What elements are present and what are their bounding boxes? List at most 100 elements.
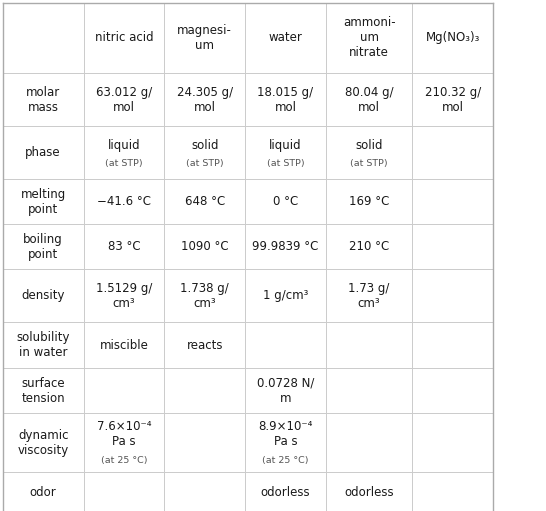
Text: 648 °C: 648 °C (185, 195, 225, 208)
Bar (326, 413, 412, 472)
Bar (84, 322, 164, 368)
Text: (at 25 °C): (at 25 °C) (262, 456, 309, 465)
Text: solid: solid (191, 139, 218, 152)
Text: 210.32 g/
mol: 210.32 g/ mol (424, 86, 481, 114)
Bar (3, 126, 84, 179)
Text: magnesi-
um: magnesi- um (177, 24, 232, 52)
Bar (164, 126, 245, 179)
Text: Mg(NO₃)₃: Mg(NO₃)₃ (425, 32, 480, 44)
Text: 8.9×10⁻⁴
Pa s: 8.9×10⁻⁴ Pa s (258, 420, 313, 448)
Text: 63.012 g/
mol: 63.012 g/ mol (96, 86, 152, 114)
Text: 18.015 g/
mol: 18.015 g/ mol (258, 86, 313, 114)
Text: 0.0728 N/
m: 0.0728 N/ m (257, 377, 314, 405)
Text: 80.04 g/
mol: 80.04 g/ mol (345, 86, 394, 114)
Text: 1.73 g/
cm³: 1.73 g/ cm³ (348, 282, 390, 310)
Bar (412, 73, 493, 126)
Bar (326, 269, 412, 322)
Bar (412, 472, 493, 511)
Text: solid: solid (355, 139, 383, 152)
Bar (326, 224, 412, 269)
Bar (412, 413, 493, 472)
Text: surface
tension: surface tension (21, 377, 65, 405)
Bar (326, 73, 412, 126)
Text: 210 °C: 210 °C (349, 241, 389, 253)
Text: melting
point: melting point (21, 188, 66, 216)
Bar (3, 368, 84, 413)
Bar (326, 368, 412, 413)
Text: liquid: liquid (108, 139, 140, 152)
Bar (412, 126, 493, 179)
Text: density: density (21, 289, 65, 303)
Bar (164, 472, 245, 511)
Text: solubility
in water: solubility in water (16, 331, 70, 359)
Bar (3, 269, 84, 322)
Text: 83 °C: 83 °C (108, 241, 140, 253)
Bar (245, 368, 326, 413)
Bar (245, 73, 326, 126)
Text: 1 g/cm³: 1 g/cm³ (263, 289, 308, 303)
Bar (164, 3, 245, 73)
Bar (164, 73, 245, 126)
Bar (412, 179, 493, 224)
Text: liquid: liquid (269, 139, 302, 152)
Text: (at STP): (at STP) (351, 158, 388, 168)
Bar (84, 179, 164, 224)
Text: −41.6 °C: −41.6 °C (97, 195, 151, 208)
Text: 99.9839 °C: 99.9839 °C (252, 241, 319, 253)
Bar (245, 413, 326, 472)
Bar (326, 126, 412, 179)
Text: 1.5129 g/
cm³: 1.5129 g/ cm³ (96, 282, 152, 310)
Bar (3, 322, 84, 368)
Bar (84, 413, 164, 472)
Bar (164, 322, 245, 368)
Bar (245, 3, 326, 73)
Text: odorless: odorless (345, 486, 394, 499)
Bar (164, 224, 245, 269)
Bar (326, 179, 412, 224)
Bar (245, 179, 326, 224)
Bar (84, 3, 164, 73)
Bar (84, 73, 164, 126)
Bar (3, 73, 84, 126)
Bar (245, 322, 326, 368)
Bar (84, 269, 164, 322)
Text: ammoni-
um
nitrate: ammoni- um nitrate (343, 16, 395, 59)
Text: miscible: miscible (99, 338, 149, 352)
Bar (3, 3, 84, 73)
Bar (326, 322, 412, 368)
Text: nitric acid: nitric acid (94, 32, 153, 44)
Text: 169 °C: 169 °C (349, 195, 389, 208)
Text: (at STP): (at STP) (105, 158, 143, 168)
Text: odor: odor (30, 486, 56, 499)
Text: 24.305 g/
mol: 24.305 g/ mol (177, 86, 233, 114)
Text: odorless: odorless (261, 486, 310, 499)
Bar (3, 472, 84, 511)
Bar (245, 126, 326, 179)
Text: (at STP): (at STP) (267, 158, 304, 168)
Bar (412, 368, 493, 413)
Bar (412, 3, 493, 73)
Text: 1.738 g/
cm³: 1.738 g/ cm³ (180, 282, 229, 310)
Bar (412, 269, 493, 322)
Text: (at 25 °C): (at 25 °C) (100, 456, 147, 465)
Text: phase: phase (25, 146, 61, 159)
Bar (84, 472, 164, 511)
Bar (84, 368, 164, 413)
Bar (3, 224, 84, 269)
Bar (3, 179, 84, 224)
Text: 1090 °C: 1090 °C (181, 241, 229, 253)
Bar (164, 413, 245, 472)
Bar (412, 224, 493, 269)
Bar (164, 269, 245, 322)
Bar (245, 472, 326, 511)
Bar (3, 413, 84, 472)
Bar (84, 126, 164, 179)
Text: (at STP): (at STP) (186, 158, 223, 168)
Bar (326, 472, 412, 511)
Text: boiling
point: boiling point (23, 233, 63, 261)
Text: molar
mass: molar mass (26, 86, 60, 114)
Bar (326, 3, 412, 73)
Bar (245, 269, 326, 322)
Bar (245, 224, 326, 269)
Text: 7.6×10⁻⁴
Pa s: 7.6×10⁻⁴ Pa s (97, 420, 151, 448)
